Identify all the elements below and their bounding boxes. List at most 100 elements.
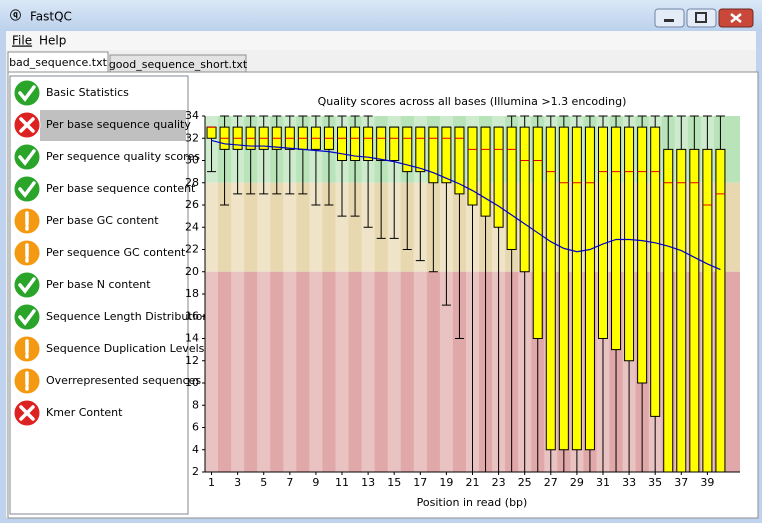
tab-strip: bad_sequence.txt good_sequence_short.txt xyxy=(7,51,248,74)
module-label[interactable]: Per base sequence content xyxy=(46,182,196,195)
y-tick-label: 18 xyxy=(185,287,199,300)
column-stripe xyxy=(413,116,427,472)
y-tick-label: 20 xyxy=(185,265,199,278)
status-icon xyxy=(13,303,41,331)
x-tick-label: 19 xyxy=(439,476,453,489)
x-tick-label: 11 xyxy=(335,476,349,489)
module-items: Basic Statistics Per base sequence qualit… xyxy=(13,79,209,427)
box xyxy=(571,126,582,451)
tab-label: good_sequence_short.txt xyxy=(109,58,248,71)
status-glyph xyxy=(18,181,36,198)
box xyxy=(715,148,726,473)
x-tick-label: 23 xyxy=(492,476,506,489)
x-tick-label: 5 xyxy=(260,476,267,489)
box xyxy=(506,126,517,250)
box xyxy=(650,126,661,417)
module-label[interactable]: Per base GC content xyxy=(46,214,159,227)
y-tick-label: 28 xyxy=(185,176,199,189)
menu-item[interactable]: File xyxy=(12,34,32,48)
module-label[interactable]: Overrepresented sequences xyxy=(46,374,201,387)
selected-highlight xyxy=(40,110,186,141)
module-label[interactable]: Per sequence quality scores xyxy=(46,150,200,163)
x-tick-label: 29 xyxy=(570,476,584,489)
box xyxy=(389,126,400,161)
chart: Quality scores across all bases (Illumin… xyxy=(185,95,740,509)
column-stripe xyxy=(387,116,401,472)
status-glyph xyxy=(18,309,36,326)
status-icon xyxy=(13,143,41,171)
x-tick-label: 27 xyxy=(544,476,558,489)
box xyxy=(480,126,491,217)
status-icon xyxy=(13,271,41,299)
module-label[interactable]: Per base sequence quality xyxy=(46,118,191,131)
status-icon xyxy=(13,175,41,203)
box xyxy=(558,126,569,451)
module-label[interactable]: Per base N content xyxy=(46,278,151,291)
x-tick-label: 15 xyxy=(387,476,401,489)
x-tick-label: 9 xyxy=(312,476,319,489)
box xyxy=(467,126,478,206)
module-label[interactable]: Sequence Duplication Levels xyxy=(46,342,205,355)
x-tick-label: 39 xyxy=(700,476,714,489)
box xyxy=(402,126,413,173)
module-label[interactable]: Basic Statistics xyxy=(46,86,129,99)
box xyxy=(584,126,595,451)
column-stripe xyxy=(257,116,271,472)
box xyxy=(637,126,648,384)
maximize-button[interactable] xyxy=(686,8,717,28)
mean-line xyxy=(211,139,721,271)
status-glyph xyxy=(19,405,35,421)
y-tick-label: 12 xyxy=(185,354,199,367)
box xyxy=(337,126,348,161)
title-bar xyxy=(0,0,762,31)
box xyxy=(350,126,361,161)
box xyxy=(597,126,608,339)
y-tick-label: 24 xyxy=(185,220,199,233)
box xyxy=(676,148,687,473)
minimize-button[interactable] xyxy=(654,8,685,28)
x-tick-label: 21 xyxy=(466,476,480,489)
column-stripe xyxy=(335,116,349,472)
status-glyph xyxy=(18,277,36,294)
box xyxy=(415,126,426,173)
y-tick-label: 16 xyxy=(185,309,199,322)
x-tick-label: 13 xyxy=(361,476,375,489)
menu-bar xyxy=(6,31,756,50)
menu-item[interactable]: Help xyxy=(39,34,66,48)
box xyxy=(519,126,530,273)
window-title: FastQC xyxy=(30,10,72,24)
y-tick-label: 32 xyxy=(185,131,199,144)
module-label[interactable]: Per sequence GC content xyxy=(46,246,186,259)
tab-label: bad_sequence.txt xyxy=(9,56,108,69)
column-stripe xyxy=(283,116,297,472)
module-list xyxy=(9,75,189,515)
y-tick-label: 22 xyxy=(185,243,199,256)
x-tick-label: 33 xyxy=(622,476,636,489)
box xyxy=(689,148,700,473)
column-stripe xyxy=(231,116,245,472)
x-tick-label: 1 xyxy=(208,476,215,489)
box xyxy=(363,126,374,161)
module-label[interactable]: Sequence Length Distribution xyxy=(46,310,209,323)
x-tick-label: 25 xyxy=(518,476,532,489)
x-tick-label: 35 xyxy=(648,476,662,489)
y-tick-label: 34 xyxy=(185,109,199,122)
status-glyph xyxy=(18,149,36,166)
maximize-icon xyxy=(695,12,707,23)
y-tick-label: 14 xyxy=(185,332,199,345)
y-tick-label: 6 xyxy=(192,421,199,434)
y-tick-label: 10 xyxy=(185,376,199,389)
app-icon: ⓠ xyxy=(10,8,21,22)
module-label[interactable]: Kmer Content xyxy=(46,406,123,419)
box xyxy=(611,126,622,351)
x-tick-label: 31 xyxy=(596,476,610,489)
box xyxy=(428,126,439,184)
box xyxy=(376,126,387,161)
x-axis-label: Position in read (bp) xyxy=(417,496,528,509)
chart-title: Quality scores across all bases (Illumin… xyxy=(318,95,627,108)
x-tick-label: 7 xyxy=(286,476,293,489)
minimize-icon xyxy=(664,19,674,22)
column-stripe xyxy=(205,116,219,472)
